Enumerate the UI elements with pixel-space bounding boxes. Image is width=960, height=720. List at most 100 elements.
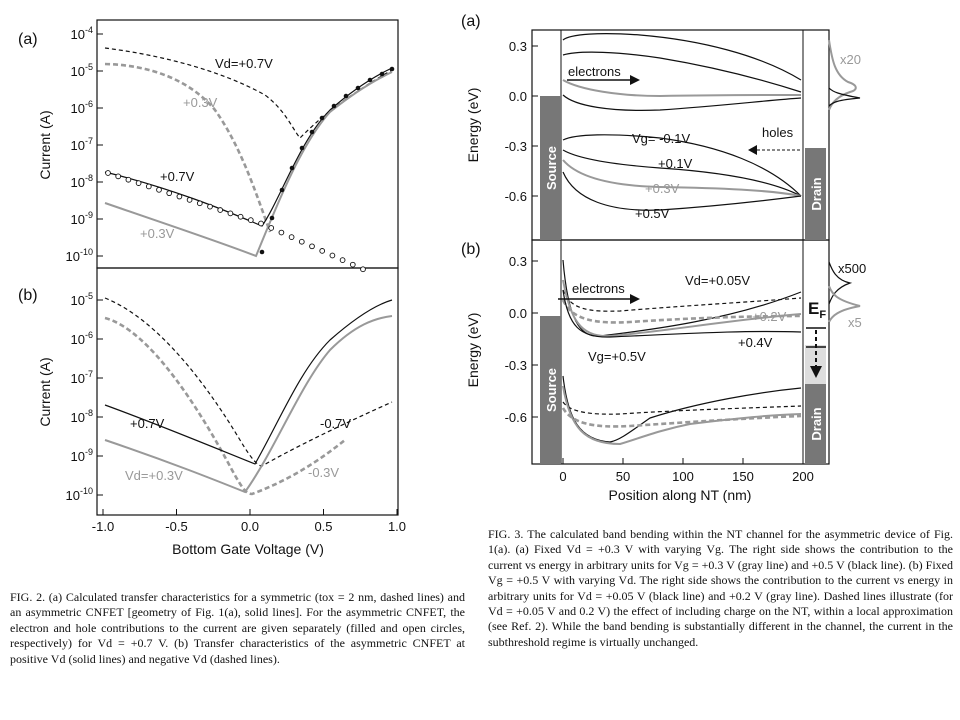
fig3a-vb-m01	[562, 134, 802, 197]
ytick-label: 10-8	[71, 173, 93, 190]
fig2-xlabel: Bottom Gate Voltage (V)	[172, 541, 324, 557]
electron-point	[309, 129, 315, 135]
hole-point	[278, 229, 285, 236]
ytick-label: 0.3	[509, 39, 527, 54]
fig2a-label-g03: +0.3V	[183, 95, 218, 110]
hole-point	[247, 217, 254, 223]
fig2a-panel-label: (a)	[18, 31, 38, 48]
xtick-label: 1.0	[388, 519, 406, 534]
ytick-label: 10-5	[71, 62, 93, 79]
ytick-label: 10-6	[71, 99, 93, 116]
hole-point	[237, 213, 244, 220]
fig3b-ef-arrowhead	[810, 366, 822, 378]
fig3a-holes-bg	[750, 123, 798, 141]
fig3b-vb-005	[562, 375, 802, 443]
fig3-caption: FIG. 3. The calculated band bending with…	[488, 527, 953, 649]
electron-point	[343, 93, 349, 99]
hole-point	[207, 203, 213, 210]
fig3a-cb-p05	[562, 94, 802, 111]
fig3b-source-block	[540, 316, 561, 464]
fig3a-cb-m01	[562, 33, 802, 81]
fig3a-vb-p01	[562, 149, 802, 197]
fig3a-label-vg2: +0.1V	[658, 156, 693, 171]
fig2b-ylabel: Current (A)	[37, 357, 53, 426]
fig2a-dashed-03	[104, 62, 272, 233]
fig3a-label-vg3: +0.3V	[645, 181, 680, 196]
fig3b-cb-005-dashed	[562, 289, 802, 312]
fig3b-vb-02	[562, 385, 802, 446]
fig3b-electron-arrowhead	[630, 294, 640, 304]
fig3-xticks: 0 50 100 150 200	[559, 458, 814, 484]
fig3b-vb-005-dashed	[562, 401, 802, 415]
fig3b-drain-fermi-region	[805, 345, 826, 384]
fig2a-label-vd07: Vd=+0.7V	[215, 56, 273, 71]
ytick-label: 10-7	[71, 136, 93, 153]
fig3a-yticks: 0.3 0.0 -0.3 -0.6	[505, 39, 538, 204]
fig3: (a) (b) Energy (eV) Energy (eV) Position…	[461, 13, 866, 503]
fig3a-label-holes: holes	[762, 125, 794, 140]
fig3a-drain-label: Drain	[809, 177, 824, 210]
ytick-label: -0.3	[505, 139, 527, 154]
fig3b-ef-label: EF	[808, 299, 826, 321]
electron-point	[379, 71, 385, 77]
xtick-label: 0.5	[314, 519, 332, 534]
fig3a-panel-label: (a)	[461, 13, 481, 30]
hole-point	[288, 234, 295, 240]
fig3a-label-x20: x20	[840, 52, 861, 67]
fig2: (a) (b) Current (A) Current (A) Bottom G…	[18, 19, 406, 557]
fig2a-hole-points	[105, 170, 366, 273]
fig2b-solid-03	[104, 315, 393, 494]
ytick-label: 10-7	[71, 369, 93, 386]
hole-point	[125, 176, 132, 183]
electron-point	[355, 85, 361, 91]
ytick-label: 10-10	[66, 486, 93, 503]
fig2a-yticks: 10-4 10-5 10-6 10-7 10-8 10-9 10-10	[66, 25, 103, 264]
xtick-label: 100	[672, 469, 694, 484]
electron-point	[367, 77, 373, 83]
xtick-label: 200	[792, 469, 814, 484]
fig3b-frame	[531, 239, 830, 465]
hole-point	[176, 193, 183, 200]
xtick-label: -0.5	[165, 519, 187, 534]
fig3a-vb-p03	[562, 159, 802, 197]
fig3b-spectrum-black	[828, 261, 853, 305]
fig2-xticks: -1.0 -0.5 0.0 0.5 1.0	[92, 509, 406, 534]
xtick-label: 50	[616, 469, 630, 484]
fig3a-spectrum-gray	[828, 39, 857, 111]
fig3a-cb-p03	[562, 79, 802, 98]
fig3a-drain-block	[805, 148, 826, 240]
ytick-label: -0.6	[505, 410, 527, 425]
fig2a-electron-points	[259, 66, 395, 255]
electron-point	[299, 145, 305, 151]
fig3a-cb-p01	[562, 51, 802, 93]
fig3a-hole-arrowhead	[748, 145, 757, 155]
xtick-label: 0	[559, 469, 566, 484]
fig3a-label-electrons: electrons	[568, 64, 621, 79]
electron-point	[289, 165, 295, 171]
fig2b-label-m03: -0.3V	[308, 465, 339, 480]
fig3-xlabel: Position along NT (nm)	[609, 487, 752, 503]
electron-point	[269, 215, 275, 221]
fig2a-ylabel: Current (A)	[37, 110, 53, 179]
fig3b-cb-02-dashed	[561, 299, 802, 324]
hole-point	[349, 261, 356, 268]
hole-point	[309, 243, 315, 250]
fig2a-solid-07	[104, 67, 393, 227]
fig3a-ylabel: Energy (eV)	[465, 88, 481, 163]
fig3b-panel-label: (b)	[461, 241, 481, 258]
fig3a-source-label: Source	[544, 146, 559, 190]
electron-point	[259, 249, 265, 255]
fig2a-solid-03	[104, 71, 393, 258]
hole-point	[166, 190, 173, 197]
electron-point	[319, 115, 325, 121]
fig3a-label-vg4: +0.5V	[635, 206, 670, 221]
hole-point	[329, 252, 336, 259]
fig2a-label-b07: +0.7V	[160, 169, 195, 184]
fig2b-dashed-m03	[104, 316, 346, 496]
fig2b-dashed-m07	[104, 297, 393, 467]
hole-point	[186, 197, 193, 203]
ytick-label: 10-5	[71, 291, 93, 308]
fig3a-electron-arrowhead	[630, 75, 640, 85]
ytick-label: 0.0	[509, 306, 527, 321]
